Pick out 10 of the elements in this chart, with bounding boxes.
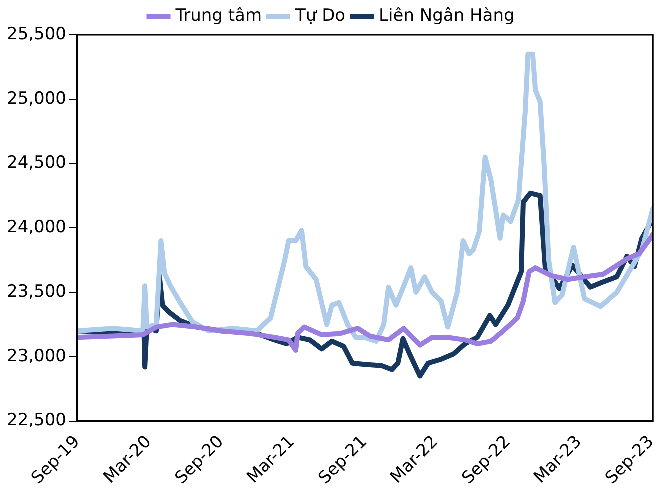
legend-label: Trung tâm: [174, 6, 262, 26]
y-tick-label: 22,500: [7, 410, 66, 431]
legend-label: Liên Ngân Hàng: [379, 6, 515, 26]
y-tick-label: 24,000: [7, 218, 66, 238]
y-tick-label: 23,000: [7, 346, 66, 366]
y-tick-label: 25,500: [7, 24, 66, 44]
y-tick-label: 23,500: [7, 282, 66, 302]
y-tick-label: 24,500: [7, 153, 66, 174]
y-tick-label: 25,000: [7, 88, 66, 109]
legend-label: Tự Do: [294, 6, 346, 26]
